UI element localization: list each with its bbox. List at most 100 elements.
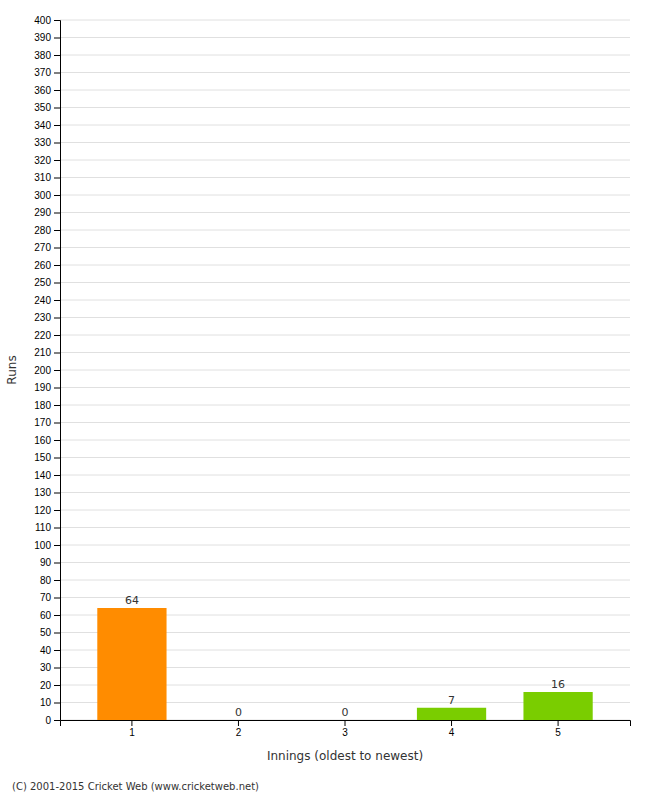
tick-label: 150 [34,452,51,463]
tick-label: 50 [40,627,52,638]
tick: 290 [34,207,60,218]
tick: 180 [34,400,60,411]
tick-label: 310 [34,172,51,183]
tick-mark [558,720,559,726]
tick-mark [54,178,60,179]
tick: 250 [34,277,60,288]
axis-line [54,21,61,721]
grid-line [60,265,630,266]
grid-line [60,387,630,388]
grid-line [60,72,630,73]
grid-line [60,37,630,38]
grid-line [60,335,630,336]
tick-label: 290 [34,207,51,218]
data-label: 0 [235,706,242,719]
tick: 240 [34,295,60,306]
tick-mark [54,458,60,459]
grid-line [60,352,630,353]
tick: 0 [45,715,60,726]
tick-mark [54,720,60,721]
tick-label: 3 [342,727,348,738]
tick-mark [54,353,60,354]
tick-label: 250 [34,277,51,288]
tick-label: 110 [35,522,51,533]
data-label: 7 [448,694,455,707]
tick-label: 200 [34,365,51,376]
tick-mark [54,475,60,476]
grid-line [60,475,630,476]
tick-mark [54,440,60,441]
tick-label: 120 [34,505,51,516]
grid-line [60,90,630,91]
tick: 80 [40,575,60,586]
tick: 170 [34,417,60,428]
tick: 340 [34,120,60,131]
data-label: 16 [551,678,565,691]
tick-mark [54,213,60,214]
grid-line [60,440,630,441]
tick-label: 1 [129,727,135,738]
tick: 400 [34,15,60,26]
bar [523,692,592,720]
grid-line [60,212,630,213]
tick: 260 [34,260,60,271]
tick-label: 4 [449,727,455,738]
grid-line [60,55,630,56]
tick-mark [54,125,60,126]
tick-label: 20 [40,680,52,691]
tick: 5 [555,720,561,738]
tick: 380 [34,50,60,61]
grid-line [60,545,630,546]
plot: 0102030405060708090100110120130140150160… [34,15,630,738]
tick: 270 [34,242,60,253]
tick-mark [54,685,60,686]
tick-mark [54,160,60,161]
tick-label: 270 [34,242,51,253]
tick-mark [54,283,60,284]
tick-mark [451,720,452,726]
bars [97,608,592,720]
tick-label: 100 [34,540,51,551]
tick-mark [54,598,60,599]
tick-mark [54,580,60,581]
tick-mark [54,633,60,634]
chart: 0102030405060708090100110120130140150160… [0,0,650,800]
tick-mark [54,335,60,336]
tick: 4 [449,720,455,738]
tick-label: 230 [34,312,51,323]
tick-label: 340 [34,120,51,131]
tick-label: 360 [34,85,51,96]
tick-mark [54,300,60,301]
tick-mark [54,20,60,21]
tick: 370 [34,67,60,78]
tick: 2 [236,720,242,738]
tick: 10 [40,697,60,708]
tick: 310 [34,172,60,183]
grid-line [60,370,630,371]
x-axis: 1 2 3 4 5 [61,720,631,738]
tick: 150 [34,452,60,463]
tick-label: 80 [40,575,52,586]
tick-label: 210 [34,347,51,358]
y-axis: 0102030405060708090100110120130140150160… [34,15,60,726]
grid-line [60,125,630,126]
tick-mark [54,90,60,91]
grid-line [60,422,630,423]
y-axis-title: Runs [5,355,19,384]
tick-label: 180 [34,400,51,411]
bar [310,720,379,721]
tick-label: 190 [34,382,51,393]
grid-line [60,527,630,528]
grid-line [60,142,630,143]
data-label: 0 [342,706,349,719]
tick-label: 320 [34,155,51,166]
tick: 160 [34,435,60,446]
tick: 1 [129,720,135,738]
tick-mark [54,73,60,74]
tick-mark [54,528,60,529]
tick: 60 [40,610,60,621]
tick: 100 [34,540,60,551]
grid [60,20,630,720]
tick: 230 [34,312,60,323]
grid-line [60,177,630,178]
